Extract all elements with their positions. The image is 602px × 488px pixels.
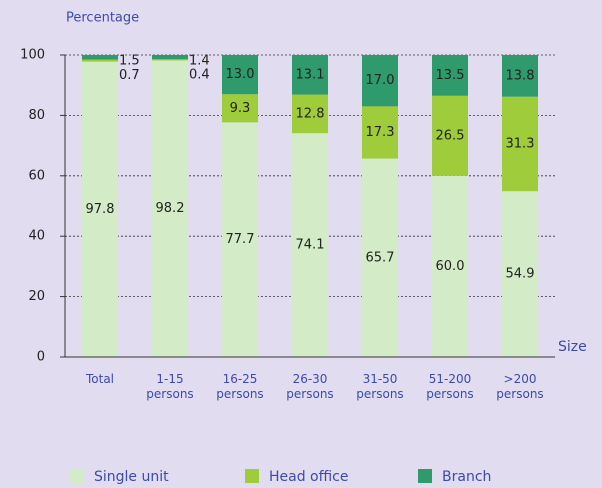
y-axis-label: Percentage xyxy=(66,11,139,26)
x-tick-label: 31-50 persons xyxy=(356,372,404,401)
data-label: 13.1 xyxy=(296,67,325,82)
x-tick-label: 16-25 persons xyxy=(216,372,264,401)
legend-label: Head office xyxy=(269,469,348,485)
bar-segment xyxy=(432,175,468,357)
data-label: 74.1 xyxy=(296,238,325,253)
bar-segment xyxy=(362,158,398,357)
data-label: 9.3 xyxy=(230,101,251,116)
legend-label: Branch xyxy=(442,469,491,485)
y-tick-label: 80 xyxy=(28,108,45,123)
data-label: 31.3 xyxy=(506,136,535,151)
bar-segment xyxy=(222,122,258,357)
x-tick-label: 1-15 persons xyxy=(146,372,194,401)
bar-segment xyxy=(362,55,398,107)
data-label: 1.5 xyxy=(119,54,140,69)
x-axis-label: Size xyxy=(558,339,587,355)
bar-segment xyxy=(292,55,328,95)
bar-segment xyxy=(222,55,258,95)
data-label: 98.2 xyxy=(156,201,185,216)
data-label: 65.7 xyxy=(366,250,395,265)
y-tick-label: 40 xyxy=(28,229,45,244)
x-tick-label: Total xyxy=(85,372,115,386)
bar-segment xyxy=(432,55,468,96)
bar-segment xyxy=(292,133,328,357)
x-tick-label: 26-30 persons xyxy=(286,372,334,401)
legend-label: Single unit xyxy=(94,469,169,485)
data-label: 60.0 xyxy=(436,259,465,274)
bar-segment xyxy=(362,106,398,159)
legend-swatch xyxy=(245,469,259,483)
data-label: 0.7 xyxy=(119,68,140,83)
legend-swatch xyxy=(418,469,432,483)
data-label: 13.8 xyxy=(506,68,535,83)
data-label: 17.0 xyxy=(366,73,395,88)
y-tick-label: 60 xyxy=(28,168,45,183)
bar-segment xyxy=(82,55,118,60)
bar-segment xyxy=(152,55,188,60)
data-label: 13.0 xyxy=(226,67,255,82)
bar-segment xyxy=(82,59,118,62)
bar-segment xyxy=(432,95,468,176)
data-label: 26.5 xyxy=(436,128,465,143)
data-label: 0.4 xyxy=(189,68,210,83)
data-label: 13.5 xyxy=(436,68,465,83)
data-label: 17.3 xyxy=(366,125,395,140)
y-tick-label: 100 xyxy=(20,48,45,63)
data-label: 12.8 xyxy=(296,106,325,121)
bar-segment xyxy=(222,94,258,123)
y-tick-label: 0 xyxy=(37,350,45,365)
bar-segment xyxy=(152,60,188,357)
x-tick-label: >200 persons xyxy=(496,372,544,401)
bar-segment xyxy=(502,96,538,192)
data-label: 1.4 xyxy=(189,54,210,69)
bar-segment xyxy=(502,191,538,357)
data-label: 97.8 xyxy=(86,202,115,217)
bar-segment xyxy=(502,55,538,97)
bar-segment xyxy=(152,59,188,61)
legend-swatch xyxy=(70,469,84,483)
y-tick-label: 20 xyxy=(28,289,45,304)
bar-segment xyxy=(292,94,328,134)
data-label: 54.9 xyxy=(506,267,535,282)
data-label: 77.7 xyxy=(226,232,255,247)
x-tick-label: 51-200 persons xyxy=(426,372,474,401)
bar-segment xyxy=(82,61,118,357)
